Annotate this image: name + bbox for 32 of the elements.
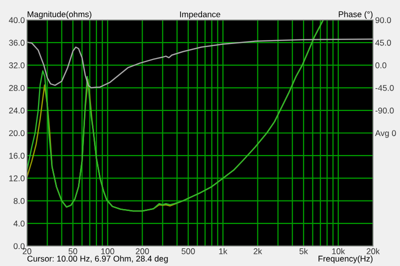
y2-tick-label: -45.0 <box>375 85 394 91</box>
y2-tick-label: -90.0 <box>375 108 394 114</box>
y-tick-label: 8.0 <box>14 198 25 204</box>
y-tick-label: 16.0 <box>9 152 25 159</box>
y-tick-label: 28.0 <box>9 85 25 91</box>
y-tick-label: 32.0 <box>9 62 25 68</box>
x-tick-label: 10k <box>332 248 346 254</box>
y-tick-label: 12.0 <box>9 175 25 182</box>
y-axis-title: Magnitude(ohms) <box>28 11 92 19</box>
y-tick-label: 36.0 <box>9 40 25 46</box>
x-tick-label: 1k <box>219 248 228 254</box>
y2-tick-label: 45.0 <box>375 40 391 46</box>
y-tick-label: 20.0 <box>9 130 25 136</box>
text: Cursor: 10.00 Hz, 6.97 Ohm, 28.4 deg <box>27 256 168 264</box>
y2-tick-label: 90.0 <box>375 17 391 24</box>
x-tick-label: 20k <box>366 248 380 254</box>
x-tick-label: 500 <box>182 248 195 254</box>
x-tick-label: 200 <box>136 248 149 254</box>
x-tick-label: 50 <box>68 248 78 254</box>
y-tick-label: 0.0 <box>14 243 25 250</box>
x-tick-label: 100 <box>101 248 114 254</box>
chart-title: Impedance <box>180 11 220 19</box>
x-tick-label: 5k <box>299 248 308 254</box>
x-axis-title: Frequency(Hz) <box>318 256 372 264</box>
y2-axis-title: Phase (°) <box>338 11 372 19</box>
y-tick-label: 40.0 <box>8 17 25 24</box>
y-tick-label: 24.0 <box>9 108 25 114</box>
x-tick-label: 20 <box>22 248 32 254</box>
y2-tick-label: Avg 0 <box>375 130 396 138</box>
x-tick-label: 2k <box>254 248 262 254</box>
y-tick-label: 4.0 <box>14 220 25 226</box>
y2-tick-label: 0.0 <box>375 62 386 68</box>
